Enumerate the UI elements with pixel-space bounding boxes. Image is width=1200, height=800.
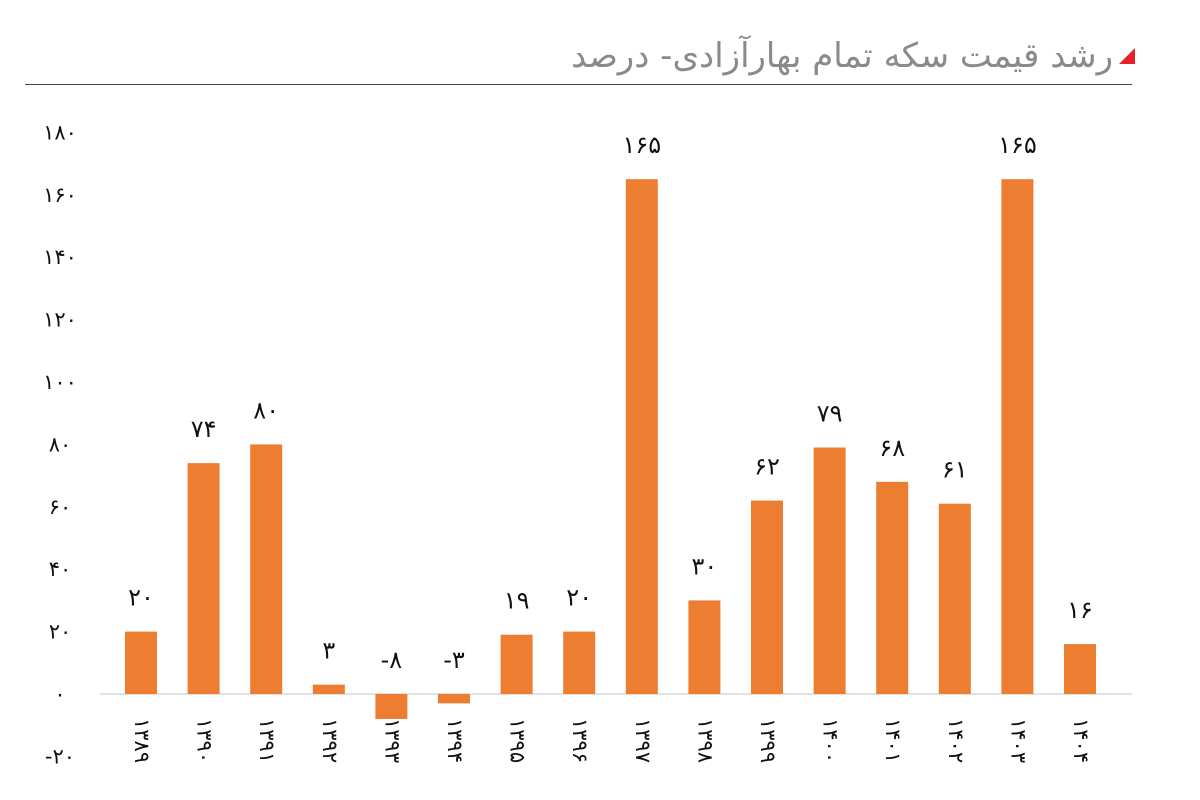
x-tick-label: ۱۴۰۳ bbox=[1006, 718, 1030, 763]
data-label: ۲۰ bbox=[128, 584, 154, 612]
data-label: ۱۹ bbox=[504, 587, 530, 615]
x-tick-label: ۱۴۰۰ bbox=[819, 718, 843, 763]
data-label: ۳۰ bbox=[692, 552, 718, 580]
bar bbox=[312, 684, 345, 694]
y-tick-label: ۲۰ bbox=[49, 620, 72, 644]
bar bbox=[125, 631, 157, 694]
title-divider bbox=[25, 84, 1132, 85]
y-tick-label: ۱۰۰ bbox=[43, 370, 77, 394]
x-tick-label: ۱۴۰۱ bbox=[881, 718, 905, 763]
data-label: ۲۰ bbox=[566, 584, 592, 612]
bar bbox=[250, 444, 283, 694]
y-tick-label: -۲۰ bbox=[45, 744, 75, 768]
bar bbox=[688, 600, 721, 694]
x-tick-label: ۱۳۹۵ bbox=[506, 718, 530, 763]
bar bbox=[375, 694, 408, 719]
chart-title: رشد قیمت سکه تمام بهارآزادی- درصد bbox=[571, 36, 1113, 76]
x-tick-label: ۱۳۹۸ bbox=[693, 718, 717, 763]
y-tick-label: ۸۰ bbox=[49, 432, 72, 456]
data-label: ۱۶۵ bbox=[998, 131, 1037, 159]
data-label: ۸۰ bbox=[253, 396, 279, 424]
bar bbox=[500, 634, 533, 694]
x-tick-label: ۱۳۹۴ bbox=[443, 718, 467, 763]
x-tick-label: ۱۳۹۹ bbox=[756, 718, 780, 763]
data-label: ۷۴ bbox=[191, 415, 217, 443]
data-label: ۱۶ bbox=[1067, 596, 1093, 624]
data-label: ۳ bbox=[322, 637, 335, 665]
chart-header: رشد قیمت سکه تمام بهارآزادی- درصد bbox=[571, 30, 1135, 82]
y-tick-label: ۱۲۰ bbox=[43, 308, 77, 332]
data-label: ۶۲ bbox=[754, 453, 780, 481]
x-tick-label: ۱۳۹۲ bbox=[318, 718, 342, 763]
bar bbox=[751, 500, 783, 694]
x-tick-label: ۱۳۹۶ bbox=[568, 718, 592, 763]
x-tick-label: ۱۳۹۰ bbox=[193, 718, 217, 763]
bar bbox=[563, 631, 596, 694]
x-tick-label: ۱۳۸۹ bbox=[130, 718, 154, 763]
y-tick-label: ۰ bbox=[54, 682, 65, 706]
bar bbox=[1064, 644, 1096, 694]
title-marker-icon bbox=[1119, 48, 1135, 64]
bar bbox=[625, 179, 658, 694]
x-tick-label: ۱۳۹۳ bbox=[380, 718, 404, 763]
bar bbox=[438, 694, 470, 704]
data-label: ۱۶۵ bbox=[622, 131, 661, 159]
x-tick-label: ۱۳۹۱ bbox=[255, 718, 279, 763]
data-label: ۷۹ bbox=[817, 400, 843, 428]
y-tick-label: ۶۰ bbox=[49, 495, 72, 519]
x-tick-label: ۱۳۹۷ bbox=[631, 718, 655, 763]
bar bbox=[938, 503, 971, 694]
bar bbox=[813, 447, 846, 694]
data-label: -۸ bbox=[381, 646, 403, 674]
y-tick-label: ۱۴۰ bbox=[43, 245, 77, 269]
data-label: ۶۱ bbox=[942, 456, 968, 484]
data-label: -۳ bbox=[443, 646, 465, 674]
bar bbox=[1001, 179, 1034, 694]
bar bbox=[187, 463, 220, 694]
x-tick-label: ۱۴۰۴ bbox=[1069, 718, 1093, 763]
y-tick-label: ۱۸۰ bbox=[43, 120, 77, 144]
x-tick-label: ۱۴۰۲ bbox=[944, 718, 968, 763]
bar bbox=[876, 481, 909, 694]
y-tick-label: ۴۰ bbox=[49, 557, 72, 581]
data-label: ۶۸ bbox=[879, 434, 905, 462]
y-tick-label: ۱۶۰ bbox=[43, 183, 77, 207]
